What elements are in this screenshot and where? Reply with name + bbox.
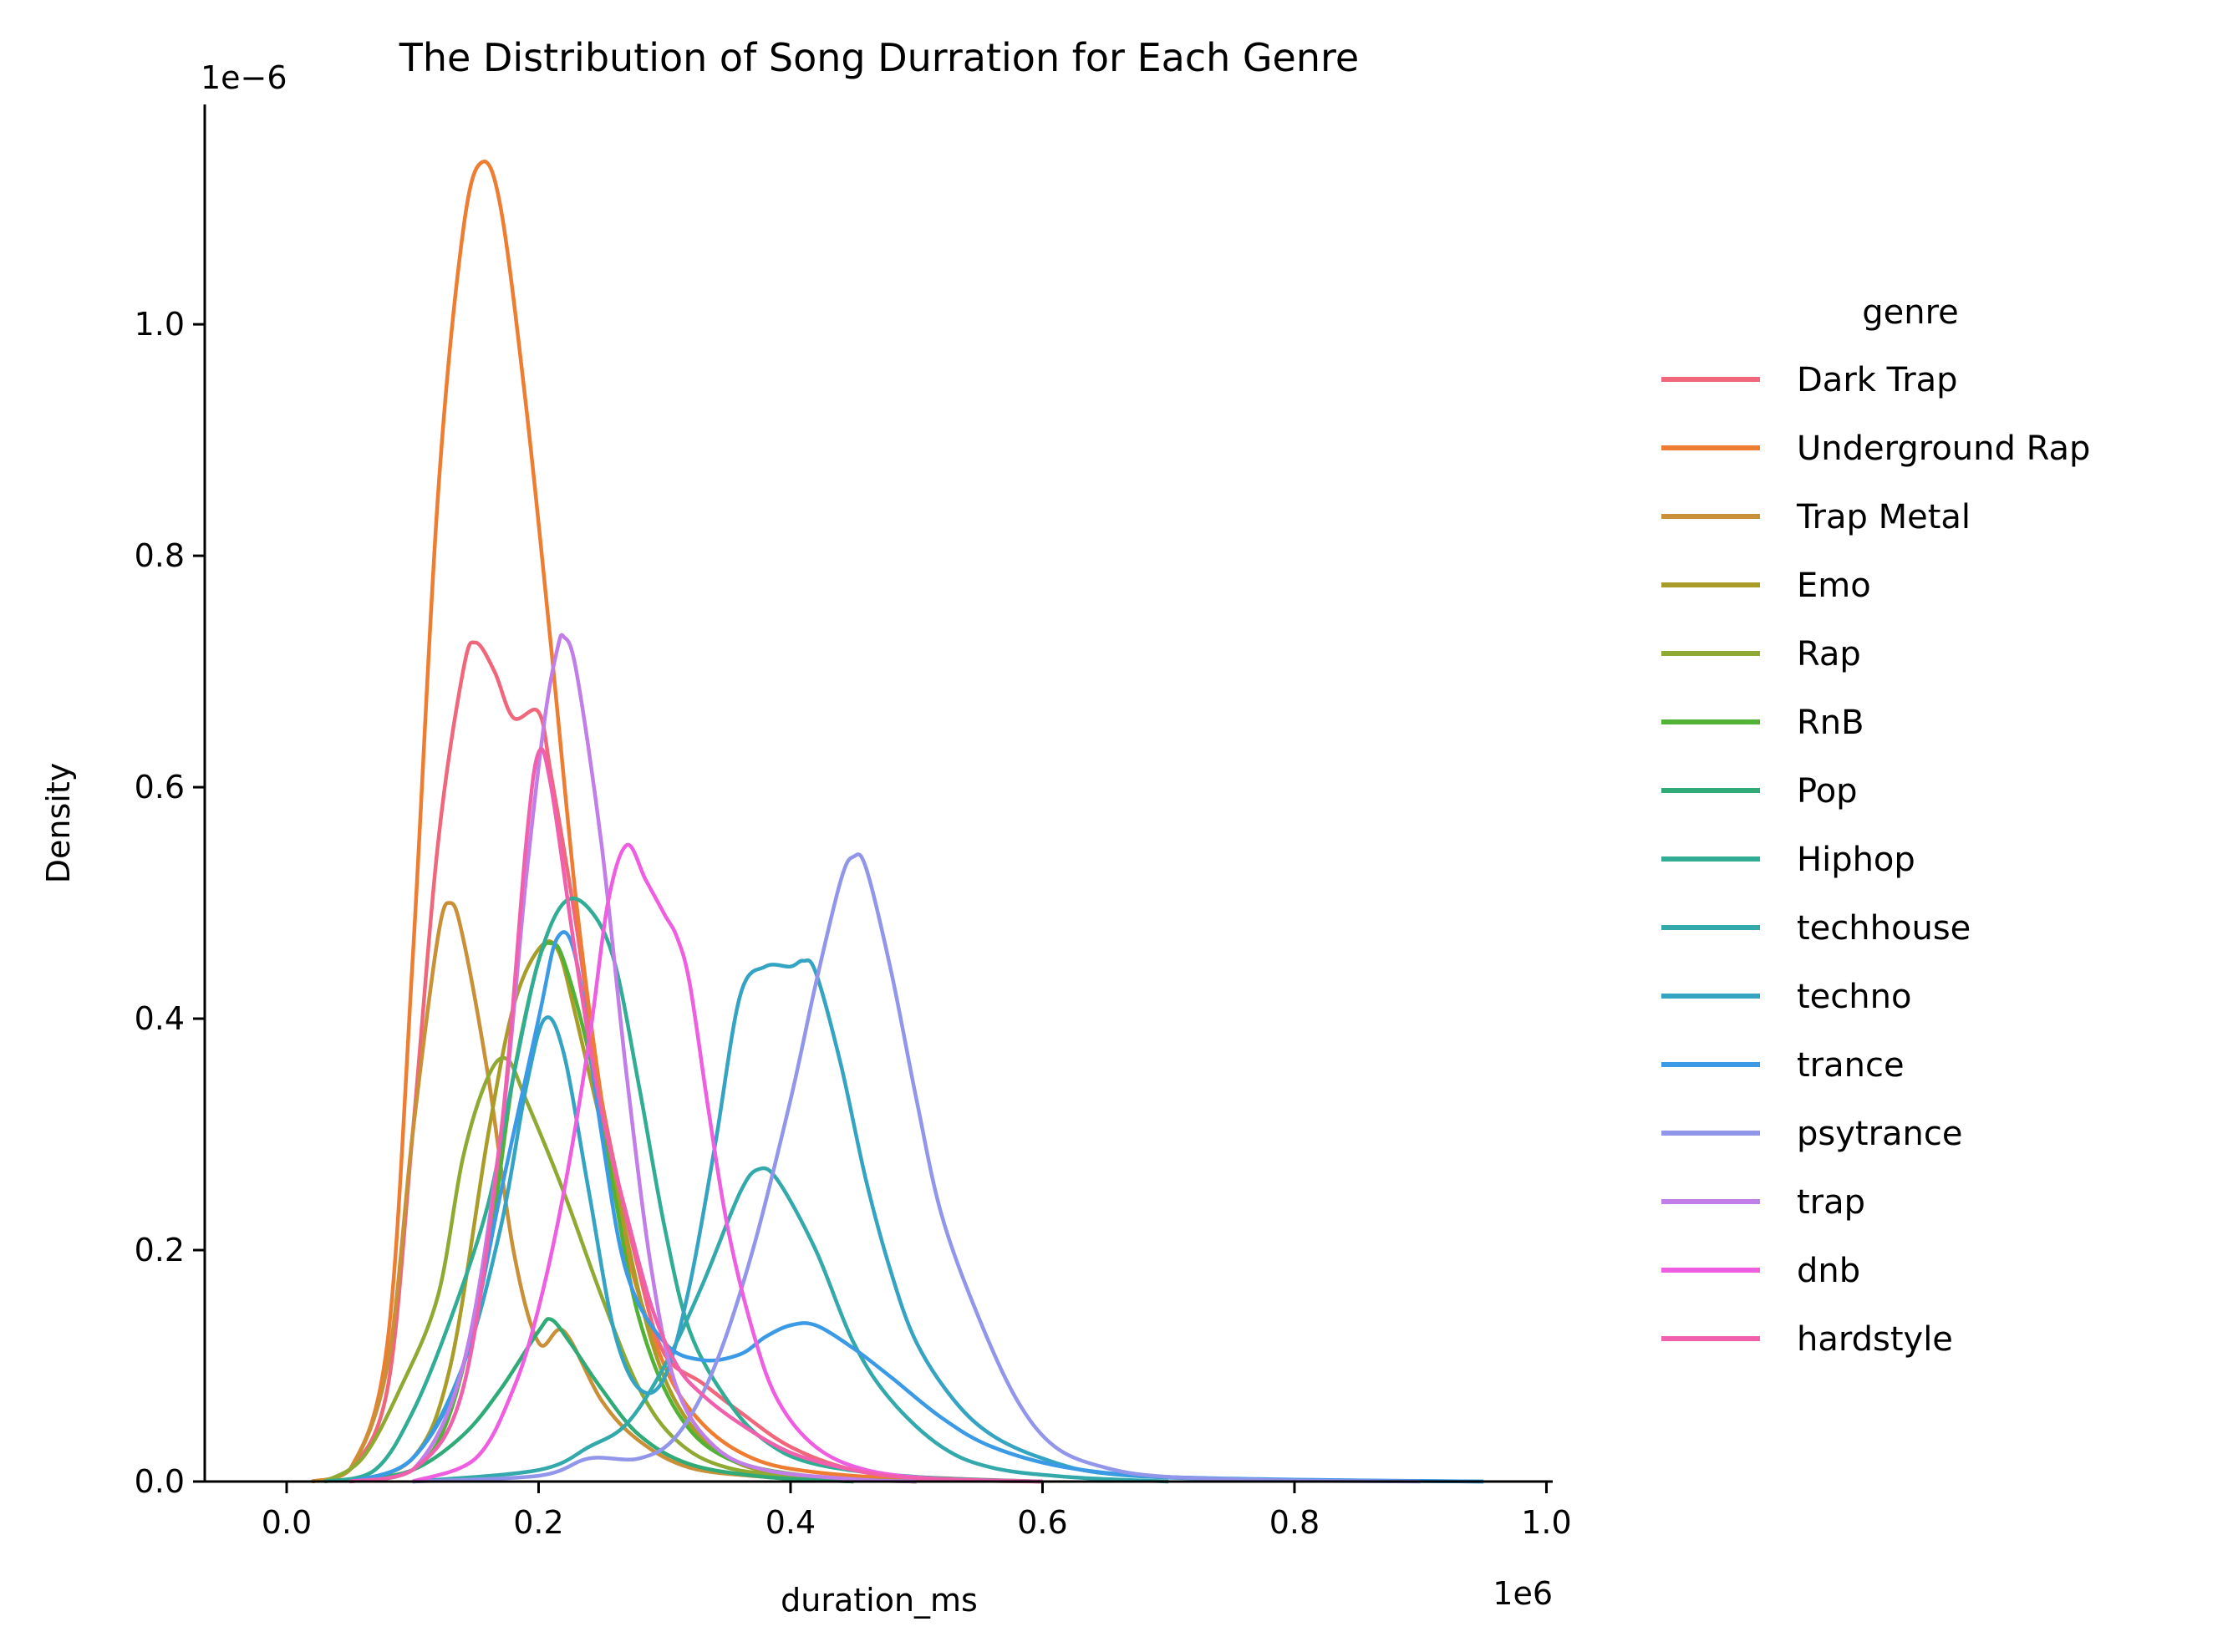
legend-items: Dark Trap Underground Rap Trap Metal Emo Rap… — [1661, 361, 2090, 1359]
x-tick-label: 0.4 — [765, 1504, 816, 1541]
y-tick-label: 0.8 — [135, 537, 185, 574]
y-axis-label: Density — [40, 763, 77, 883]
y-tick-label: 0.6 — [135, 769, 185, 806]
y-tick-label: 0.0 — [135, 1463, 185, 1500]
x-axis-ticks: 0.0 0.2 0.4 0.6 0.8 1.0 — [262, 1482, 1572, 1541]
density-curve-trance — [348, 930, 1484, 1484]
legend-title: genre — [1862, 293, 1959, 332]
legend: genre Dark Trap Underground Rap Trap Metal… — [1661, 293, 2090, 1359]
density-curve-dnb — [411, 842, 1043, 1484]
x-tick-label: 0.8 — [1269, 1504, 1320, 1541]
y-axis-offset-label: 1e−6 — [201, 59, 287, 96]
y-tick-label: 1.0 — [135, 306, 185, 343]
legend-label-rap: Rap — [1797, 635, 1861, 674]
legend-label-pop: Pop — [1797, 772, 1858, 811]
legend-label-techno: techno — [1797, 978, 1911, 1016]
x-tick-label: 0.2 — [513, 1504, 563, 1541]
legend-label-techhouse: techhouse — [1797, 909, 1971, 948]
x-axis-offset-label: 1e6 — [1493, 1575, 1553, 1612]
density-curve-trap-metal — [311, 901, 854, 1484]
y-axis-ticks: 0.0 0.2 0.4 0.6 0.8 1.0 — [135, 306, 205, 1500]
density-curve-techhouse — [412, 1166, 1169, 1484]
density-curve-hiphop — [323, 896, 1043, 1484]
legend-label-rnb: RnB — [1797, 704, 1864, 742]
density-curves — [311, 160, 1484, 1484]
x-tick-label: 1.0 — [1521, 1504, 1571, 1541]
chart-title: The Distribution of Song Durration for E… — [399, 35, 1359, 80]
density-curve-techno — [348, 958, 1484, 1484]
y-tick-label: 0.2 — [135, 1232, 185, 1268]
legend-label-hardstyle: hardstyle — [1797, 1320, 1953, 1359]
legend-label-emo: Emo — [1797, 567, 1871, 605]
x-axis-label: duration_ms — [781, 1582, 978, 1619]
y-tick-label: 0.4 — [135, 1000, 185, 1037]
legend-label-dark-trap: Dark Trap — [1797, 361, 1958, 399]
legend-label-trap: trap — [1797, 1183, 1865, 1222]
legend-label-hiphop: Hiphop — [1797, 841, 1915, 879]
density-curve-rap — [323, 1055, 917, 1484]
x-tick-label: 0.0 — [262, 1504, 312, 1541]
legend-label-dnb: dnb — [1797, 1252, 1860, 1290]
legend-label-psytrance: psytrance — [1797, 1115, 1963, 1153]
density-curve-underground-rap — [311, 160, 1043, 1484]
density-curve-pop — [348, 1317, 854, 1484]
x-tick-label: 0.6 — [1017, 1504, 1067, 1541]
density-curve-psytrance — [412, 852, 1421, 1484]
legend-label-trap-metal: Trap Metal — [1796, 498, 1971, 536]
legend-label-underground-rap: Underground Rap — [1797, 430, 2090, 468]
density-curve-hardstyle — [348, 747, 1043, 1484]
plot-area: 0.0 0.2 0.4 0.6 0.8 1.0 0.0 0.2 0.4 0.6 0.8 1.0 — [135, 104, 1572, 1541]
legend-label-trance: trance — [1797, 1046, 1905, 1085]
